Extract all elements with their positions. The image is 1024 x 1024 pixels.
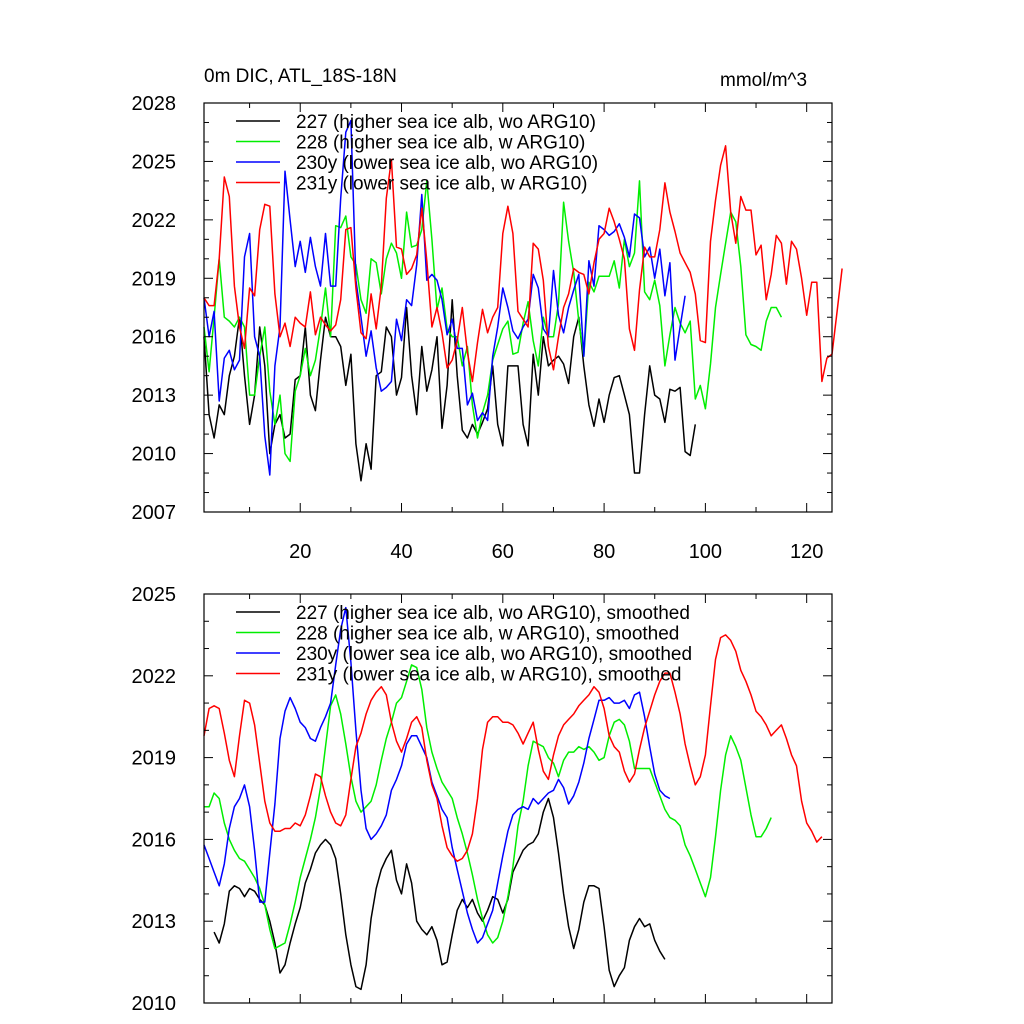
legend-entry: 230y (lower sea ice alb, wo ARG10), smoo… xyxy=(296,644,692,665)
x-tick-label: 120 xyxy=(790,541,823,563)
x-tick-label: 20 xyxy=(289,541,311,563)
y-tick-label: 2025 xyxy=(132,584,177,606)
y-tick-label: 2019 xyxy=(132,268,177,290)
legend-entry: 227 (higher sea ice alb, wo ARG10), smoo… xyxy=(296,603,690,624)
chart-title: 0m DIC, ATL_18S-18N xyxy=(204,66,397,87)
plot-frame xyxy=(203,102,833,513)
series-line-3 xyxy=(203,606,671,944)
y-tick-label: 2022 xyxy=(132,666,177,688)
y-tick-label: 2010 xyxy=(132,444,177,466)
y-tick-label: 2013 xyxy=(132,911,177,933)
x-tick-label: 100 xyxy=(689,541,722,563)
x-tick-label: 40 xyxy=(390,541,412,563)
units-label: mmol/m^3 xyxy=(720,70,808,91)
legend-entry: 230y (lower sea ice alb, wo ARG10) xyxy=(296,153,598,174)
y-tick-label: 2025 xyxy=(132,151,177,173)
legend-entry: 228 (higher sea ice alb, w ARG10), smoot… xyxy=(296,624,679,645)
series-line-1 xyxy=(203,298,697,482)
legend: 227 (higher sea ice alb, wo ARG10), smoo… xyxy=(236,603,692,686)
plot-frame xyxy=(203,593,833,1004)
y-tick-label: 2013 xyxy=(132,385,177,407)
legend-entry: 231y (lower sea ice alb, w ARG10) xyxy=(296,174,587,195)
chart-panel-2: 2010 2013 2016 2019 2022 2025 227 (higher sea … xyxy=(132,584,833,1015)
series-line-1 xyxy=(213,797,666,991)
y-tick-label: 2028 xyxy=(132,93,177,115)
x-tick-label: 80 xyxy=(593,541,615,563)
y-tick-label: 2010 xyxy=(132,993,177,1015)
x-tick-label: 60 xyxy=(492,541,514,563)
y-tick-label: 2016 xyxy=(132,327,177,349)
series-line-4 xyxy=(203,145,843,383)
y-tick-label: 2007 xyxy=(132,502,177,524)
legend-entry: 231y (lower sea ice alb, w ARG10), smoot… xyxy=(296,665,681,686)
chart-panel-1: 20 40 60 80 100 120 2007 2010 2013 2016 2019 2022 20… xyxy=(132,93,843,563)
legend: 227 (higher sea ice alb, wo ARG10)228 (h… xyxy=(236,112,598,195)
y-tick-label: 2022 xyxy=(132,210,177,232)
legend-entry: 228 (higher sea ice alb, w ARG10) xyxy=(296,133,585,154)
y-tick-label: 2016 xyxy=(132,829,177,851)
series-line-2 xyxy=(204,664,772,950)
legend-entry: 227 (higher sea ice alb, wo ARG10) xyxy=(296,112,596,133)
y-tick-label: 2019 xyxy=(132,748,177,770)
series-line-4 xyxy=(203,634,823,862)
